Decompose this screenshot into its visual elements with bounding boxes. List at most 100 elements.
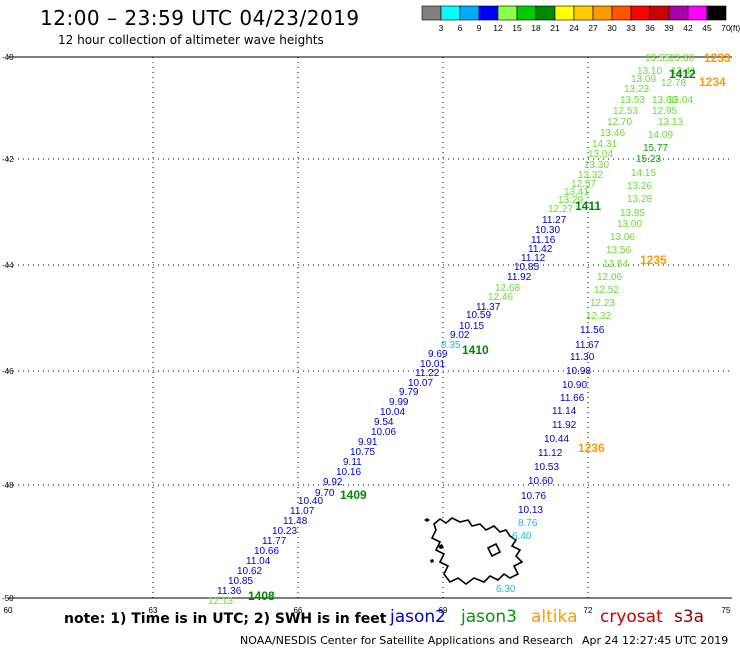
legend-bin-label: 30 [607, 23, 617, 33]
wave-height-label: 13.53 [620, 95, 645, 106]
wave-height-label: 12.78 [661, 78, 686, 89]
wave-height-label: 13.28 [627, 194, 652, 205]
wave-height-label: 10.23 [272, 526, 297, 537]
legend-s3a: s3a [674, 607, 705, 627]
wave-height-label: 12.54 [603, 259, 628, 270]
wave-height-label: 13.41 [671, 66, 696, 77]
wave-height-label: 9.92 [323, 477, 343, 488]
latitude-tick: -46 [2, 367, 14, 376]
wave-height-label: 12.95 [652, 106, 677, 117]
color-scale-legend: 3 6 9 12 15 18 21 24 27 30 33 36 39 42 45 70 (ft) [421, 5, 740, 33]
wave-height-label: 10.66 [254, 546, 279, 557]
wave-height-label: 10.16 [336, 467, 361, 478]
wave-height-label: 10.76 [521, 491, 546, 502]
legend-bin-label: 39 [664, 23, 674, 33]
wave-height-label: 13.46 [600, 128, 625, 139]
wave-height-label: 13.09 [631, 74, 656, 85]
wave-height-label: 11.16 [531, 235, 556, 246]
legend-bin-label: 27 [588, 23, 598, 33]
pass-time-label: 1409 [340, 488, 367, 502]
wave-height-label: 8.76 [518, 518, 538, 529]
wave-height-label: 9.02 [450, 330, 470, 341]
wave-height-label: 13.13 [658, 117, 683, 128]
wave-height-label: 11.27 [542, 215, 567, 226]
wave-height-label: 10.85 [228, 576, 253, 587]
wave-height-label: 11.36 [217, 586, 242, 597]
longitude-tick: 66 [294, 606, 303, 615]
wave-height-label: 11.42 [528, 244, 553, 255]
wave-height-label: 13.41 [564, 187, 589, 198]
wave-height-label: 12.68 [495, 283, 520, 294]
credit-line: NOAA/NESDIS Center for Satellite Applica… [240, 634, 574, 647]
page-title: 12:00 – 23:59 UTC 04/23/2019 [40, 6, 360, 30]
wave-height-label: 13.26 [627, 181, 652, 192]
wave-height-label: 10.15 [459, 321, 484, 332]
legend-bin-label: 24 [569, 23, 579, 33]
latitude-tick: -48 [2, 481, 14, 490]
legend-bin-label: 33 [626, 23, 636, 33]
pass-time-label: 1410 [462, 343, 489, 357]
wave-height-label: 10.53 [534, 462, 559, 473]
axis-tick-labels: 60 63 66 69 72 75 -40 -42 -44 -46 -48 -50 [2, 53, 731, 615]
wave-height-label: 11.04 [246, 556, 271, 567]
wave-height-label: 10.30 [535, 225, 560, 236]
pass-time-label: 1235 [640, 253, 667, 267]
wave-height-label: 13.10 [637, 66, 662, 77]
wave-height-label: 12.06 [597, 272, 622, 283]
wave-height-label: 15.23 [636, 154, 661, 165]
wave-height-label: 10.75 [350, 447, 375, 458]
generated-timestamp: Apr 24 12:27:45 UTC 2019 [582, 634, 729, 647]
wave-height-label: 10.85 [514, 262, 539, 273]
wave-height-label: 11.92 [552, 420, 577, 431]
wave-height-label: 10.07 [408, 378, 433, 389]
wave-height-label: 10.98 [566, 366, 591, 377]
legend-bin-label: 15 [512, 23, 522, 33]
legend-altika: altika [531, 607, 578, 627]
wave-height-label: 13.23 [624, 84, 649, 95]
wave-height-label: 14.31 [592, 139, 617, 150]
wave-height-label: 12.53 [613, 106, 638, 117]
latitude-tick: -40 [2, 53, 14, 62]
wave-height-label: 13.55 [645, 53, 670, 64]
wave-height-label: 13.04 [668, 95, 693, 106]
latitude-tick: -44 [2, 261, 14, 270]
wave-height-label: 13.56 [606, 245, 631, 256]
wave-height-label: 12.52 [594, 285, 619, 296]
pass-time-label: 1408 [248, 589, 275, 603]
legend-jason3: jason3 [461, 607, 517, 627]
legend-cryosat: cryosat [600, 607, 663, 627]
wave-height-label: 12.23 [590, 298, 615, 309]
footer-note: note: 1) Time is in UTC; 2) SWH is in fe… [64, 611, 387, 627]
legend-bin-label: 9 [477, 23, 482, 33]
wave-height-label: 13.80 [669, 53, 694, 64]
legend-bin-label: 18 [531, 23, 541, 33]
wave-height-label: 13.04 [588, 149, 613, 160]
wave-height-label: 12.32 [586, 311, 611, 322]
wave-height-label: 9.69 [428, 349, 448, 360]
wave-height-label: 10.60 [528, 476, 553, 487]
wave-height-label: 6.30 [496, 584, 516, 595]
wave-height-label: 11.66 [560, 393, 585, 404]
wave-height-label: 11.48 [283, 516, 308, 527]
wave-height-label: 11.56 [580, 325, 605, 336]
latitude-tick: -42 [2, 155, 14, 164]
wave-height-label: 12.57 [571, 179, 596, 190]
longitude-tick: 72 [584, 606, 593, 615]
wave-height-label: 11.37 [476, 302, 501, 313]
wave-height-label: 10.06 [371, 427, 396, 438]
wave-height-label: 11.77 [262, 536, 287, 547]
legend-bin-label: 36 [645, 23, 655, 33]
wave-height-label: 10.90 [562, 380, 587, 391]
wave-height-label: 11.67 [575, 340, 600, 351]
kerguelen-island-outline [430, 517, 524, 585]
wave-height-label: 10.04 [380, 407, 405, 418]
kerguelen-islands [424, 517, 524, 585]
wave-height-label: 6.40 [512, 531, 532, 542]
wave-height-label: 14.09 [648, 130, 673, 141]
wave-height-label: 12.27 [548, 204, 573, 215]
wave-height-label: 10.13 [518, 505, 543, 516]
wave-height-label: 12.46 [488, 292, 513, 303]
latitude-tick: -50 [2, 594, 14, 603]
pass-time-label: 1233 [704, 51, 731, 65]
